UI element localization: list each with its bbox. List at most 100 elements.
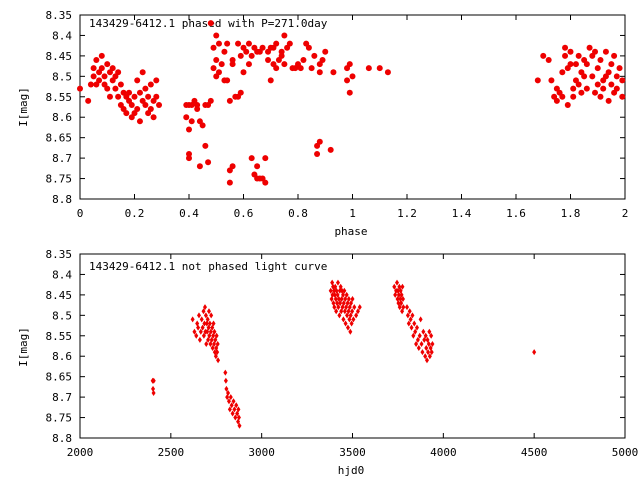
data-point: [420, 349, 425, 356]
data-point: [213, 32, 220, 39]
data-point: [200, 324, 205, 331]
y-tick-label: 8.7: [52, 391, 72, 404]
data-point: [209, 312, 214, 319]
data-point: [262, 155, 269, 162]
data-point: [365, 65, 372, 72]
data-point: [341, 300, 346, 307]
data-point: [352, 304, 357, 311]
data-point: [429, 349, 434, 356]
plot-frame: [79, 14, 626, 200]
data-point: [136, 118, 143, 125]
data-point: [608, 81, 615, 88]
data-point: [151, 377, 156, 384]
data-point: [199, 316, 204, 323]
data-point: [227, 406, 232, 413]
y-tick-label: 8.6: [52, 350, 72, 363]
data-point: [109, 65, 116, 72]
data-point: [414, 340, 419, 347]
data-point: [106, 93, 113, 100]
data-point: [311, 52, 318, 59]
data-point: [423, 332, 428, 339]
y-tick-label: 8.7: [52, 152, 72, 165]
data-point: [96, 77, 103, 84]
data-point: [392, 283, 397, 290]
data-point: [305, 44, 312, 51]
data-point: [408, 316, 413, 323]
y-tick-label: 8.65: [46, 371, 73, 384]
y-tick-label: 8.75: [46, 412, 73, 425]
x-tick-label: 2: [622, 207, 629, 220]
y-tick-label: 8.35: [46, 248, 73, 261]
data-point: [619, 93, 626, 100]
data-point: [202, 320, 207, 327]
y-tick-label: 8.5: [52, 309, 72, 322]
data-point: [589, 73, 596, 80]
data-point: [211, 320, 216, 327]
data-point: [245, 40, 252, 47]
data-point: [605, 97, 612, 104]
data-point: [343, 320, 348, 327]
data-point: [145, 93, 152, 100]
data-point: [151, 390, 156, 397]
data-point: [327, 146, 334, 153]
data-point: [228, 394, 233, 401]
data-point: [341, 316, 346, 323]
data-point: [349, 73, 356, 80]
data-point: [409, 324, 414, 331]
data-point: [265, 56, 272, 63]
data-point: [206, 308, 211, 315]
data-point: [248, 155, 255, 162]
x-tick-label: 1.4: [452, 207, 472, 220]
data-point: [348, 312, 353, 319]
data-point: [214, 332, 219, 339]
data-point: [559, 93, 566, 100]
data-point: [424, 345, 429, 352]
data-point: [231, 398, 236, 405]
data-point: [548, 77, 555, 84]
data-point: [90, 65, 97, 72]
data-point: [194, 101, 201, 108]
data-point: [134, 77, 141, 84]
data-point: [415, 336, 420, 343]
data-point: [226, 390, 231, 397]
data-point: [150, 114, 157, 121]
data-point: [153, 93, 160, 100]
data-point: [210, 65, 217, 72]
data-point: [376, 65, 383, 72]
data-point: [139, 69, 146, 76]
data-point: [316, 138, 323, 145]
data-point: [297, 65, 304, 72]
data-point: [221, 48, 228, 55]
data-point: [316, 69, 323, 76]
data-point: [232, 406, 237, 413]
data-point: [156, 101, 163, 108]
plot-frame: [79, 253, 626, 439]
data-point: [616, 65, 623, 72]
data-point: [115, 69, 122, 76]
data-point: [322, 48, 329, 55]
data-point: [126, 89, 133, 96]
data-point: [142, 101, 149, 108]
data-point: [583, 85, 590, 92]
data-point: [619, 77, 626, 84]
data-point: [194, 332, 199, 339]
data-point: [344, 77, 351, 84]
data-point: [224, 385, 229, 392]
data-point: [262, 179, 269, 186]
data-point: [226, 179, 233, 186]
data-point: [328, 287, 333, 294]
data-point: [410, 312, 415, 319]
data-point: [330, 69, 337, 76]
data-point: [308, 65, 315, 72]
data-point: [608, 61, 615, 68]
data-point: [202, 142, 209, 149]
y-tick-label: 8.8: [52, 432, 72, 445]
data-point: [562, 52, 569, 59]
data-point: [300, 56, 307, 63]
data-point: [205, 316, 210, 323]
data-point: [215, 340, 220, 347]
data-point: [117, 81, 124, 88]
data-point: [350, 295, 355, 302]
data-point: [395, 279, 400, 286]
x-tick-label: 0.8: [288, 207, 308, 220]
